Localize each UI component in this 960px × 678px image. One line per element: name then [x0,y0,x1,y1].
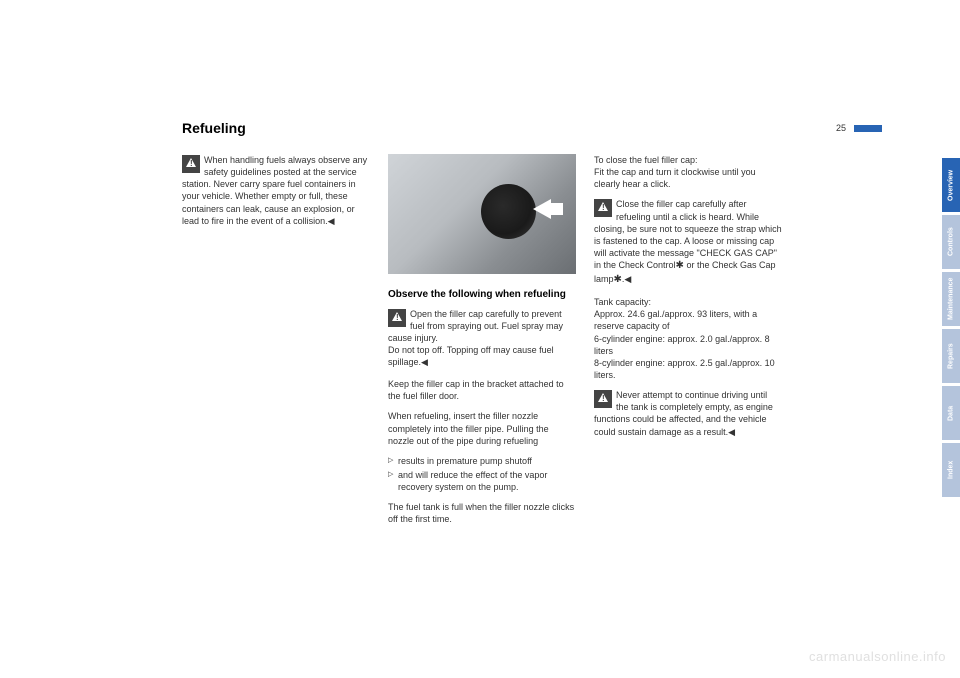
body-text-line: Approx. 24.6 gal./approx. 93 liters, wit… [594,309,757,331]
warning-text: Do not top off. Topping off may cause fu… [388,345,554,367]
tab-overview[interactable]: Overview [942,158,960,212]
warning-text: .◀ [622,274,631,284]
tab-maintenance[interactable]: Maintenance [942,272,960,326]
body-text-line: 6-cylinder engine: approx. 2.0 gal./appr… [594,334,770,356]
list-item: and will reduce the effect of the vapor … [388,469,576,493]
content-columns: When handling fuels always observe any s… [182,154,882,534]
warning-icon [388,309,406,327]
star-icon: ✱ [676,260,684,271]
body-text: When refueling, insert the filler nozzle… [388,410,576,446]
body-text: To close the fuel filler cap: Fit the ca… [594,154,782,190]
fuel-cap-photo [388,154,576,274]
arrow-icon [533,199,551,219]
star-icon: ✱ [614,274,622,285]
header-accent-bar [854,125,882,132]
tab-repairs[interactable]: Repairs [942,329,960,383]
warning-block: Close the filler cap carefully after ref… [594,198,782,286]
page-content: Refueling 25 When handling fuels always … [182,120,882,660]
page-title: Refueling [182,120,246,136]
warning-icon [182,155,200,173]
body-text-line: Fit the cap and turn it clockwise until … [594,167,756,189]
page-number: 25 [836,123,846,133]
warning-block: When handling fuels always observe any s… [182,154,370,227]
column-3: To close the fuel filler cap: Fit the ca… [594,154,782,534]
column-2: Observe the following when refueling Ope… [388,154,576,534]
list-item: results in premature pump shutoff [388,455,576,467]
side-tabs: Overview Controls Maintenance Repairs Da… [942,158,960,500]
warning-icon [594,199,612,217]
body-text: Tank capacity: Approx. 24.6 gal./approx.… [594,296,782,381]
body-text: Keep the filler cap in the bracket attac… [388,378,576,402]
warning-block: Open the filler cap carefully to prevent… [388,308,576,369]
subheading: Observe the following when refueling [388,288,576,302]
body-text: The fuel tank is full when the filler no… [388,501,576,525]
tab-controls[interactable]: Controls [942,215,960,269]
warning-text: When handling fuels always observe any s… [182,155,367,226]
body-text-line: Tank capacity: [594,297,651,307]
warning-block: Never attempt to continue driving until … [594,389,782,438]
body-text-line: 8-cylinder engine: approx. 2.5 gal./appr… [594,358,775,380]
warning-text: Never attempt to continue driving until … [594,390,773,436]
watermark: carmanualsonline.info [809,649,946,664]
warning-text: Open the filler cap carefully to prevent… [388,309,563,343]
body-text-line: To close the fuel filler cap: [594,155,698,165]
header-row: Refueling 25 [182,120,882,136]
column-1: When handling fuels always observe any s… [182,154,370,534]
tab-data[interactable]: Data [942,386,960,440]
warning-icon [594,390,612,408]
tab-index[interactable]: Index [942,443,960,497]
